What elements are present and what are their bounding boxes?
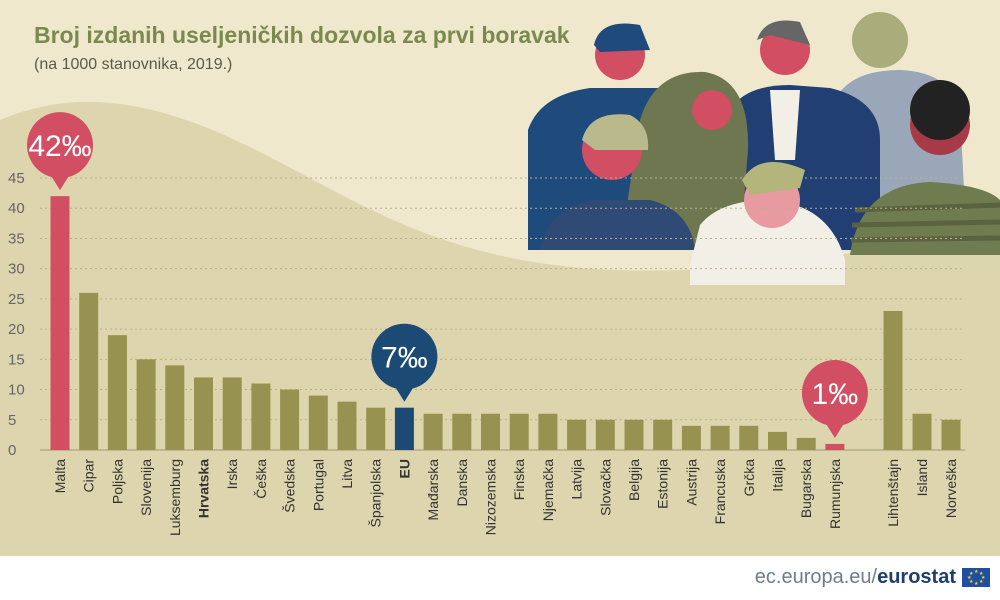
x-tick-label: Lihtenštajn [885, 459, 901, 527]
bar-Rumunjska [825, 443, 845, 450]
bar-Nizozemska [481, 413, 500, 450]
x-tick-label: Njemačka [540, 459, 556, 521]
bar-Švedska [280, 389, 300, 450]
x-tick-label: Norveška [943, 459, 959, 518]
bar-Češka [251, 383, 271, 450]
y-tick-label: 5 [8, 412, 16, 429]
bar-Norveška [941, 419, 961, 450]
bar-Portugal [308, 395, 328, 450]
bar-Malta [50, 196, 70, 450]
bar-chart: 0 5 10 15 20 25 30 35 40 45 Malta Cipar Poljska Slov… [0, 12, 1000, 556]
y-tick-label: 0 [8, 442, 16, 459]
chart-subtitle: (na 1000 stanovnika, 2019.) [34, 56, 233, 73]
bar-Bugarska [796, 437, 816, 450]
eu-flag-icon: ★ ★ ★ ★ ★ ★ ★ ★ [962, 568, 990, 587]
callout-pointer [824, 421, 845, 438]
x-tick-label: Švedska [282, 459, 298, 513]
bar-Poljska [107, 335, 127, 450]
bar-Njemačka [538, 413, 558, 450]
x-tick-label: Finska [511, 459, 527, 500]
x-tick-label: Hrvatska [196, 459, 212, 518]
x-tick-label: Island [914, 459, 930, 496]
y-tick-label: 40 [8, 200, 25, 217]
bar-Španjolska [366, 407, 386, 450]
x-tick-label: Estonija [655, 459, 671, 509]
y-tick-label: 25 [8, 291, 25, 308]
x-tick-label: Cipar [81, 459, 97, 493]
bar-Irska [222, 377, 242, 450]
x-tick-label: Španjolska [368, 459, 384, 528]
bar-Cipar [79, 292, 99, 450]
bar-Slovačka [595, 419, 615, 450]
bar-Francuska [710, 425, 730, 450]
y-tick-label: 15 [8, 351, 25, 368]
bar-Slovenija [136, 359, 156, 450]
x-axis-labels: Malta Cipar Poljska Slovenija Luksemburg Hrva… [52, 459, 959, 536]
y-tick-label: 10 [8, 382, 25, 399]
bar-Lihtenštajn [883, 310, 903, 450]
y-axis-ticks: 0 5 10 15 20 25 30 35 40 45 [8, 170, 25, 459]
x-tick-label: Austrija [683, 459, 699, 506]
bar-Finska [509, 413, 529, 450]
bar-EU [394, 407, 414, 450]
x-tick-label: Bugarska [798, 459, 814, 518]
bar-Belgija [624, 419, 644, 450]
bar-Latvija [567, 419, 587, 450]
callout-bubble [801, 359, 868, 426]
x-tick-label: Malta [52, 459, 68, 493]
footer-site: ec.europa.eu/ [754, 566, 878, 588]
y-tick-label: 45 [8, 170, 25, 187]
x-tick-label: Belgija [626, 459, 642, 501]
bar-Estonija [653, 419, 673, 450]
footer-brand: eurostat [877, 566, 956, 588]
x-tick-label: Slovenija [138, 459, 154, 516]
bar-Grčka [739, 425, 759, 450]
x-tick-label: Rumunjska [827, 459, 843, 529]
callout-pointer [394, 385, 415, 402]
x-tick-label: Mađarska [425, 459, 441, 521]
bar-Austrija [681, 425, 701, 450]
x-tick-label: Nizozemska [483, 459, 499, 535]
bars [50, 196, 961, 450]
footer-source[interactable]: ec.europa.eu/eurostat [755, 566, 956, 589]
footer: ec.europa.eu/eurostat ★ ★ ★ ★ ★ ★ ★ ★ [0, 556, 1000, 600]
x-tick-label: Italija [770, 459, 786, 492]
chart-title: Broj izdanih useljeničkih dozvola za prv… [34, 22, 570, 48]
bar-Mađarska [423, 413, 443, 450]
x-tick-label: Litva [339, 459, 355, 489]
bar-Luksemburg [165, 365, 185, 450]
y-tick-label: 20 [8, 321, 25, 338]
callout-label: 7‰ [381, 342, 428, 375]
x-tick-label: Danska [454, 459, 470, 507]
callout-label: 1‰ [812, 378, 859, 411]
people-illustration [528, 12, 1000, 285]
x-tick-label: Irska [224, 459, 240, 490]
x-tick-label: Francuska [712, 459, 728, 525]
bar-Hrvatska [194, 377, 213, 450]
x-tick-label: Grčka [741, 459, 757, 497]
bar-Island [912, 413, 932, 450]
callout-bubble [371, 323, 438, 390]
x-tick-label: Luksemburg [167, 459, 183, 536]
bar-Litva [337, 401, 357, 450]
y-tick-label: 30 [8, 261, 25, 278]
callout-pointer [50, 174, 70, 191]
x-tick-label: Portugal [310, 459, 326, 511]
x-tick-label: Latvija [569, 459, 585, 500]
bar-Danska [452, 413, 472, 450]
x-tick-label: Češka [253, 459, 269, 499]
bar-Italija [768, 431, 787, 450]
callout-label: 42‰ [28, 130, 91, 163]
y-tick-label: 35 [8, 230, 25, 247]
callout-bubble [27, 112, 93, 179]
x-tick-label: Poljska [109, 459, 125, 504]
x-tick-label: EU [396, 459, 412, 478]
callouts: 42‰ 7‰ 1‰ [27, 112, 868, 438]
x-tick-label: Slovačka [597, 459, 613, 516]
